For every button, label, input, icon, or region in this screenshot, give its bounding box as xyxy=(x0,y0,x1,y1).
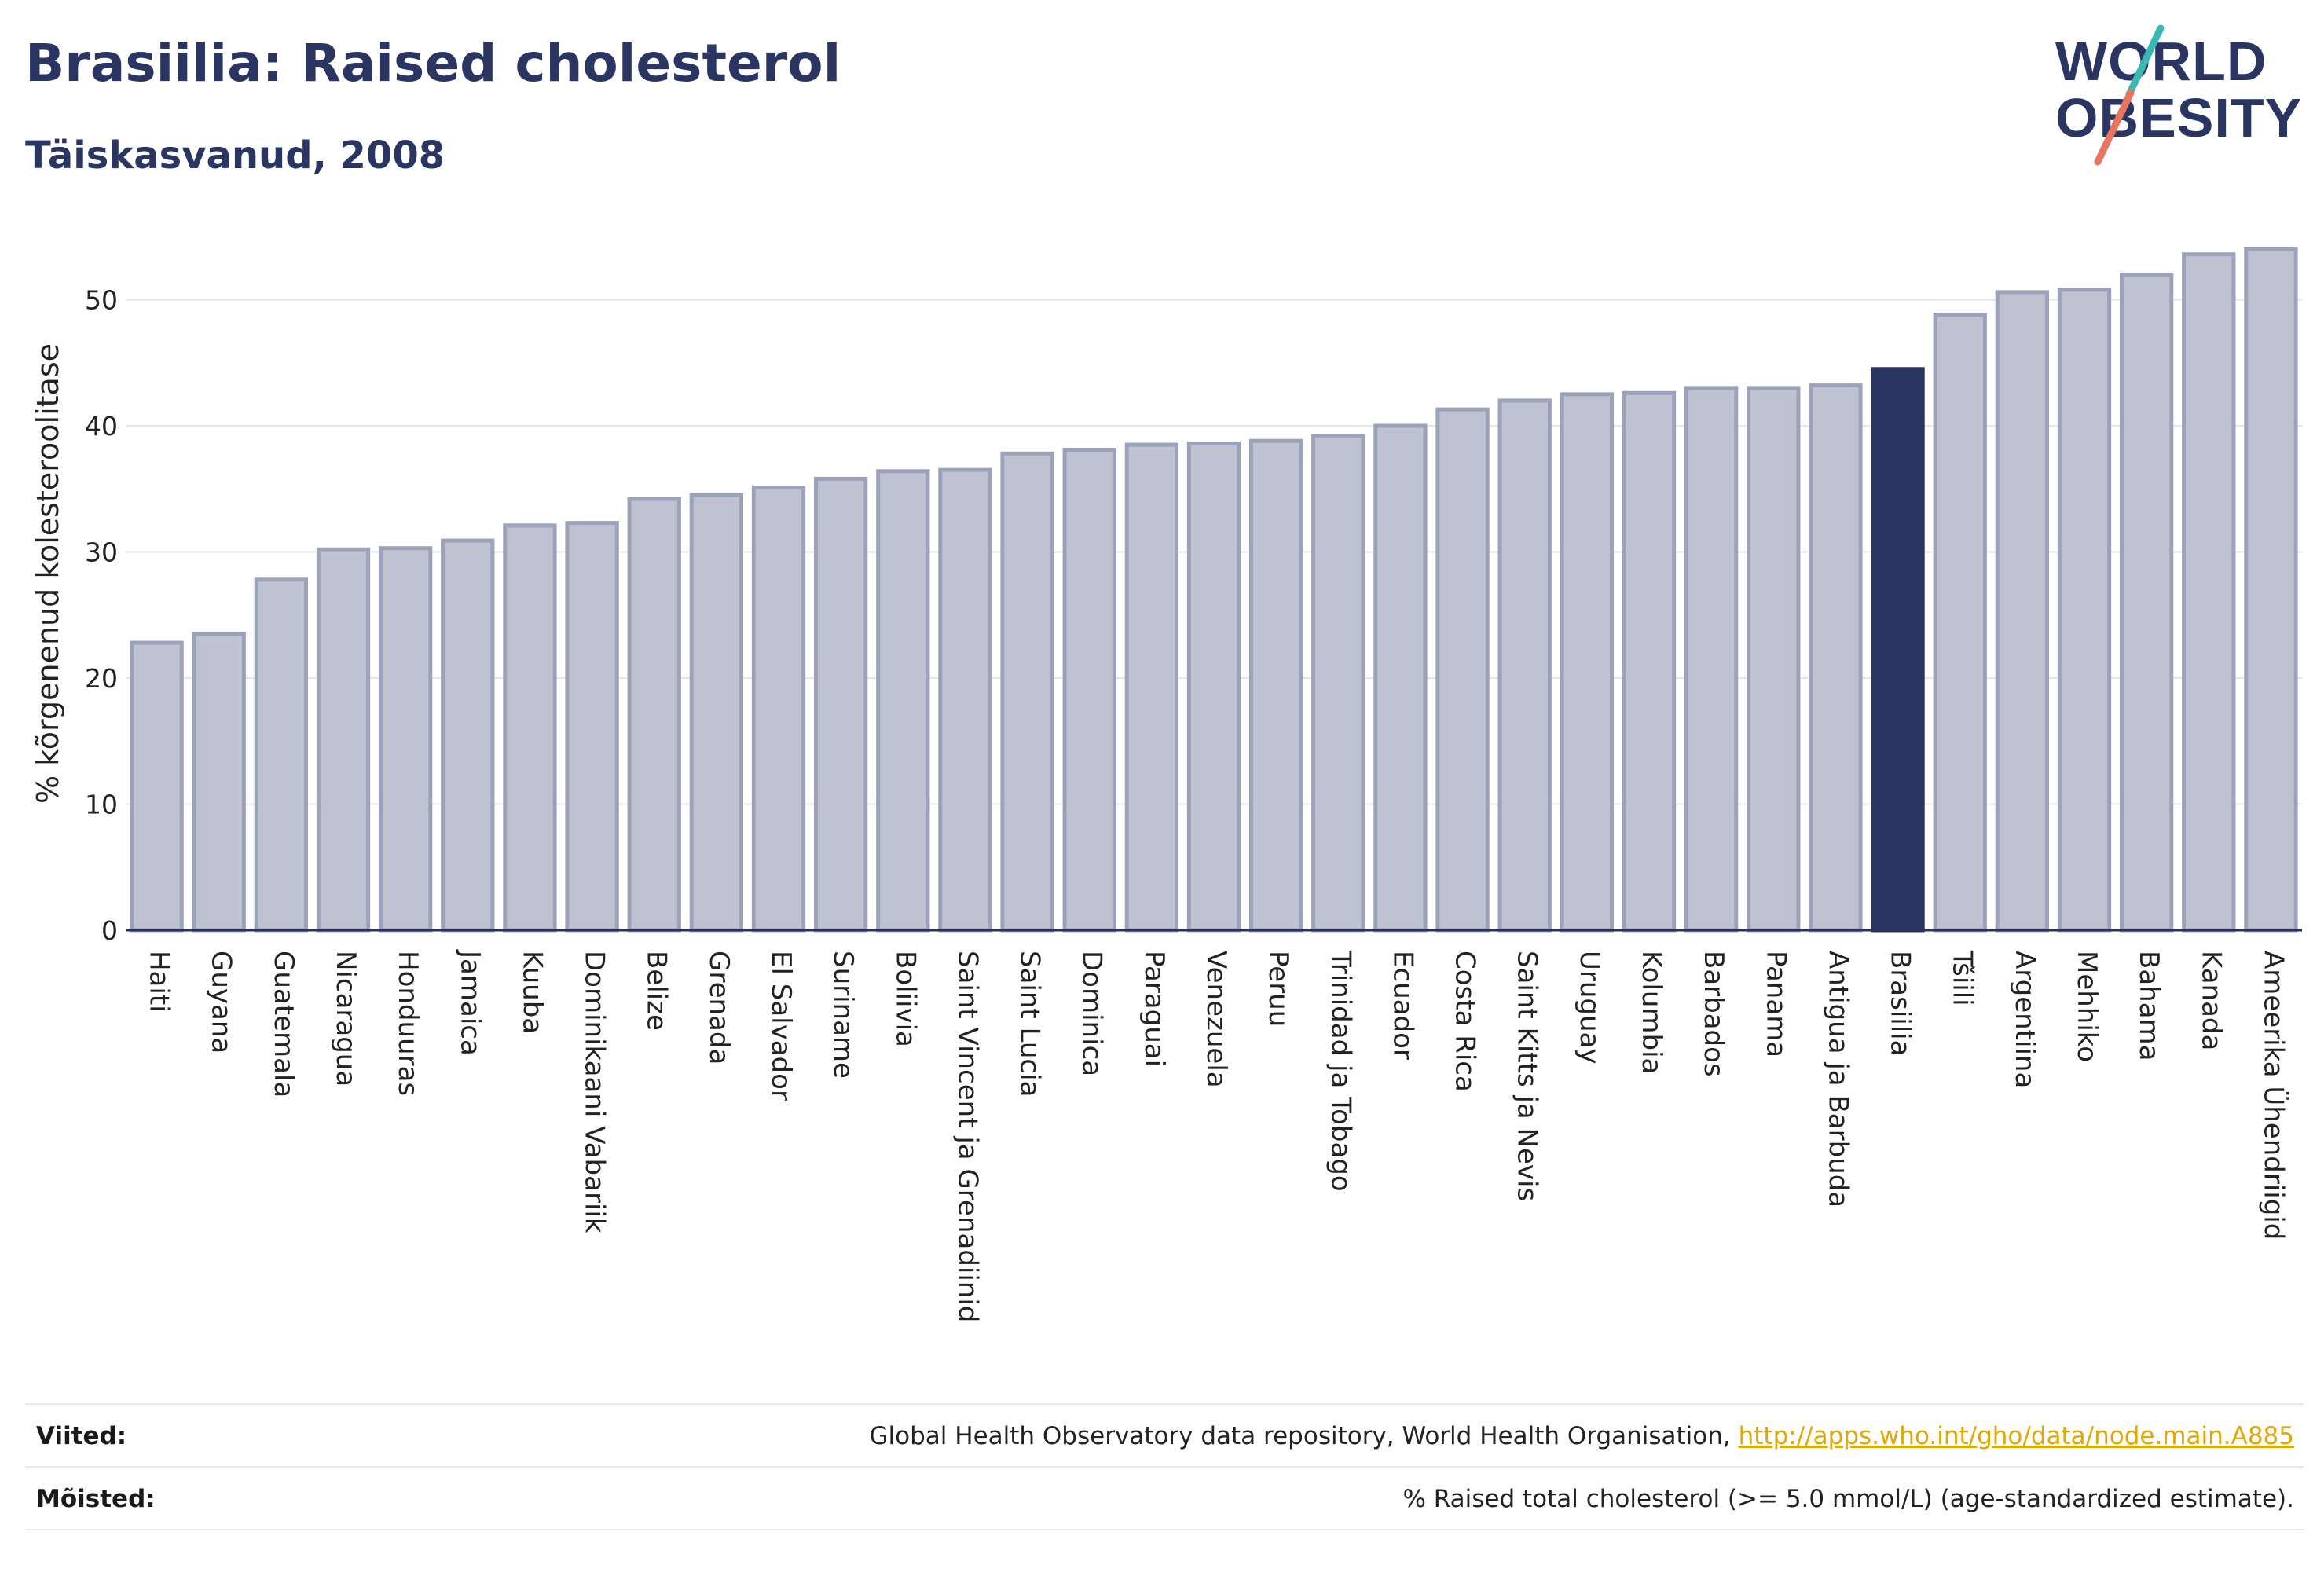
bar-honduuras xyxy=(378,546,433,933)
bar-saint-kitts-ja-nevis xyxy=(1497,398,1552,933)
bar-antigua-ja-barbuda xyxy=(1809,383,1863,933)
y-axis-label: % kõrgenenud kolesteroolitase xyxy=(31,343,65,804)
category-label: Venezuela xyxy=(1200,951,1232,1088)
category-label: Kolumbia xyxy=(1636,951,1667,1074)
definitions-text: % Raised total cholesterol (>= 5.0 mmol/… xyxy=(1402,1485,2294,1513)
category-label: Honduuras xyxy=(392,951,423,1096)
sources-row: Viited: Global Health Observatory data r… xyxy=(25,1403,2304,1468)
category-label: Panama xyxy=(1760,951,1791,1057)
category-label: Bahama xyxy=(2133,951,2165,1061)
category-label: Ecuador xyxy=(1387,951,1418,1060)
bar-guatemala xyxy=(254,577,309,933)
category-label: Saint Lucia xyxy=(1014,951,1046,1097)
logo-text-world: WORLD xyxy=(2055,31,2267,92)
bar-trinidad-ja-tobago xyxy=(1311,434,1365,933)
sources-label: Viited: xyxy=(36,1422,127,1450)
bar-brasiilia xyxy=(1871,367,1925,933)
category-label: Guyana xyxy=(206,951,237,1054)
bars xyxy=(130,247,2298,933)
bar-costa-rica xyxy=(1435,407,1490,933)
bar-panama xyxy=(1747,386,1801,933)
category-labels: Haiti Guyana Guatemala Nicaragua Honduuras Ja… xyxy=(144,949,2290,1322)
y-tick-labels: 0 10 20 30 40 50 xyxy=(85,285,118,947)
category-label: Mehhiko xyxy=(2071,951,2102,1062)
y-tick-label: 40 xyxy=(85,411,118,442)
bar-uruguay xyxy=(1560,392,1615,933)
logo-slash-teal xyxy=(2125,24,2165,98)
y-tick-label: 20 xyxy=(85,663,118,694)
chart-subtitle: Täiskasvanud, 2008 xyxy=(25,134,445,178)
category-label: Barbados xyxy=(1698,951,1729,1077)
bar-dominica xyxy=(1062,447,1116,933)
bar-dominikaani-vabariik xyxy=(565,521,619,933)
category-label: Kanada xyxy=(2195,951,2227,1050)
bar-jamaica xyxy=(441,538,495,933)
bar-ameerika-hendriigid xyxy=(2244,247,2298,933)
bar-boliivia xyxy=(876,469,930,933)
category-label: Uruguay xyxy=(1574,951,1605,1065)
bar-paraguai xyxy=(1124,442,1179,933)
definitions-row: Mõisted: % Raised total cholesterol (>= … xyxy=(25,1466,2304,1530)
category-label: Belize xyxy=(641,951,673,1031)
category-label: Argentiina xyxy=(2009,951,2040,1088)
bar-kuuba xyxy=(503,523,557,933)
sources-link[interactable]: http://apps.who.int/gho/data/node.main.A… xyxy=(1738,1422,2294,1450)
bar-nicaragua xyxy=(316,547,371,933)
category-label: Nicaragua xyxy=(330,951,361,1087)
category-label: Brasiilia xyxy=(1885,951,1916,1056)
bar-guyana xyxy=(192,632,246,933)
sources-value: Global Health Observatory data repositor… xyxy=(870,1422,2304,1450)
bar-suriname xyxy=(813,476,868,933)
category-label: Grenada xyxy=(703,951,735,1065)
category-label: Saint Kitts ja Nevis xyxy=(1512,951,1543,1201)
bar-mehhiko xyxy=(2057,288,2112,933)
world-obesity-logo: WORLD OBESITY xyxy=(2055,24,2302,166)
definitions-label: Mõisted: xyxy=(36,1485,156,1513)
chart-title: Brasiilia: Raised cholesterol xyxy=(25,33,841,93)
category-label: Haiti xyxy=(144,951,175,1013)
bar-el-salvador xyxy=(751,486,806,933)
bar-kanada xyxy=(2182,252,2236,933)
category-label: Costa Rica xyxy=(1450,951,1481,1092)
category-label: Paraguai xyxy=(1138,951,1170,1067)
bar-t-iili xyxy=(1933,313,1987,933)
bar-ecuador xyxy=(1373,423,1428,933)
bar-kolumbia xyxy=(1622,390,1677,933)
footer-divider xyxy=(25,1529,2304,1530)
y-tick-label: 0 xyxy=(101,915,118,946)
category-label: El Salvador xyxy=(765,951,797,1101)
sources-text: Global Health Observatory data repositor… xyxy=(869,1422,1739,1450)
y-tick-label: 10 xyxy=(85,790,118,820)
bar-chart: 0 10 20 30 40 50 Haiti Guyana Guatemala Nicaragu… xyxy=(31,247,2302,1322)
category-label: Jamaica xyxy=(454,949,486,1056)
bar-barbados xyxy=(1684,386,1739,933)
category-label: Dominikaani Vabariik xyxy=(579,951,610,1233)
category-label: Suriname xyxy=(827,951,859,1079)
category-label: Kuuba xyxy=(516,951,548,1034)
category-label: Guatemala xyxy=(268,951,299,1098)
logo-text-obesity: OBESITY xyxy=(2055,87,2302,148)
category-label: Tšiili xyxy=(1947,950,1978,1006)
bar-haiti xyxy=(130,640,184,933)
y-tick-label: 30 xyxy=(85,537,118,568)
bar-belize xyxy=(627,497,681,933)
bar-saint-vincent-ja-grenadiinid xyxy=(938,467,992,933)
bar-peruu xyxy=(1248,438,1303,933)
bar-argentiina xyxy=(1995,290,2050,933)
y-tick-label: 50 xyxy=(85,285,118,316)
category-label: Peruu xyxy=(1263,951,1294,1027)
category-label: Dominica xyxy=(1076,951,1108,1076)
category-label: Saint Vincent ja Grenadiinid xyxy=(951,951,983,1322)
category-label: Ameerika Ühendriigid xyxy=(2257,951,2289,1240)
bar-venezuela xyxy=(1186,441,1241,933)
bar-saint-lucia xyxy=(1000,451,1054,933)
category-label: Trinidad ja Tobago xyxy=(1325,950,1356,1192)
logo-slash-coral xyxy=(2094,89,2135,166)
category-label: Boliivia xyxy=(889,951,921,1047)
bar-grenada xyxy=(689,493,744,933)
bar-bahama xyxy=(2119,272,2174,933)
category-label: Antigua ja Barbuda xyxy=(1822,951,1853,1208)
